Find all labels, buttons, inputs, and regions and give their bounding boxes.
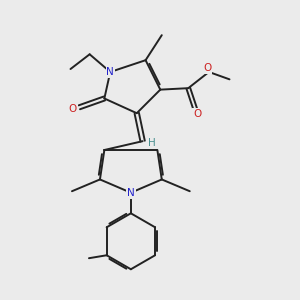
Text: O: O [203,63,211,74]
Text: N: N [127,188,135,198]
Text: O: O [69,104,77,114]
Text: O: O [193,109,201,119]
Text: N: N [106,67,114,77]
Text: H: H [148,138,155,148]
